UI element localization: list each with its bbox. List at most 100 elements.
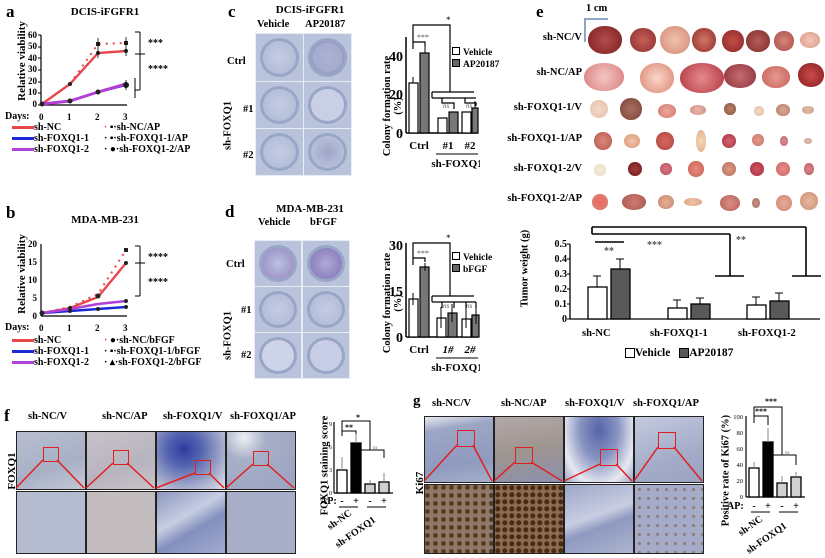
svg-text:***: ***: [417, 249, 429, 258]
ihc-zoom-image: [16, 491, 86, 554]
svg-text:0: 0: [329, 491, 332, 497]
ihc-zoom-image: [494, 484, 564, 554]
svg-text:0.5: 0.5: [555, 239, 568, 250]
legend-d: Vehicle bFGF: [452, 252, 492, 276]
row-label: #2: [243, 150, 254, 161]
svg-text:9: 9: [329, 422, 332, 428]
ihc-image: [86, 431, 156, 490]
panel-title: DCIS-iFGFR1: [275, 4, 345, 16]
svg-text:+: +: [353, 496, 359, 507]
ihc-image: [156, 431, 226, 490]
row-label: #2: [241, 350, 252, 361]
ihc-zoom-image: [86, 491, 156, 554]
svg-text:5: 5: [33, 293, 38, 303]
row-label: Ctrl: [226, 259, 245, 270]
svg-text:-: -: [368, 496, 371, 507]
svg-text:AP:: AP:: [320, 496, 337, 507]
panel-title: DCIS-iFGFR1: [70, 6, 140, 18]
svg-text:50: 50: [28, 41, 38, 51]
legend-c: Vehicle AP20187: [452, 47, 499, 71]
x-tick: sh-FOXQ1-2: [738, 328, 796, 339]
colony-plate: [255, 128, 304, 176]
colony-plate: [302, 332, 350, 379]
svg-text:ns: ns: [466, 302, 473, 310]
panel-letter: c: [228, 2, 236, 21]
svg-text:**: **: [345, 423, 353, 432]
zoom-lines: [423, 444, 703, 482]
colony-plate: [302, 286, 350, 333]
svg-text:#2: #2: [465, 140, 477, 152]
ihc-image: [16, 431, 86, 490]
colony-plate: [254, 240, 302, 287]
legend-e: Vehicle AP20187: [625, 347, 733, 359]
colony-plate: [303, 128, 352, 176]
svg-text:-: -: [752, 501, 755, 512]
col-header: sh-FOXQ1/AP: [633, 398, 699, 409]
row-label: sh-FOXQ1-2/AP: [507, 193, 582, 204]
svg-text:10: 10: [28, 87, 38, 97]
svg-text:20: 20: [737, 478, 744, 485]
panel-letter: a: [6, 2, 15, 21]
col-header: sh-NC/V: [432, 398, 472, 409]
svg-text:0: 0: [562, 314, 567, 325]
svg-text:sh-NC: sh-NC: [325, 508, 354, 533]
x-tick: sh-NC: [582, 328, 611, 339]
col-header: sh-NC/AP: [501, 398, 547, 409]
ihc-image: [424, 416, 494, 483]
sig-marker: ***: [148, 38, 163, 49]
scale-bar: [584, 18, 608, 42]
svg-text:100: 100: [733, 414, 743, 421]
panel-letter: d: [225, 202, 235, 221]
svg-text:***: ***: [765, 397, 777, 406]
col-header: sh-FOXQ1/AP: [230, 411, 296, 422]
svg-text:40: 40: [737, 462, 744, 469]
bar-chart-e: 0 0.1 0.2 0.3 0.4 0.5 ** *** **: [555, 226, 821, 325]
col-header: AP20187: [305, 19, 346, 30]
svg-text:**: **: [604, 246, 614, 257]
zoom-box: [457, 430, 475, 447]
ihc-zoom-image: [564, 484, 634, 554]
zoom-box: [43, 447, 59, 462]
svg-text:0.4: 0.4: [555, 254, 568, 265]
svg-text:80: 80: [737, 430, 744, 437]
legend-b: sh-NC · ●·sh-NC/bFGF sh-FOXQ1-1 · ▪·sh-FOX…: [12, 335, 212, 368]
svg-text:60: 60: [28, 30, 38, 40]
svg-text:AP:: AP:: [727, 501, 744, 512]
svg-text:30: 30: [28, 64, 38, 74]
col-header: sh-NC/AP: [102, 411, 148, 422]
col-header: Vehicle: [258, 217, 291, 228]
svg-text:0: 0: [396, 331, 403, 346]
svg-text:**: **: [736, 235, 746, 246]
svg-text:2#: 2#: [464, 344, 477, 356]
svg-text:20: 20: [28, 76, 38, 86]
svg-text:20: 20: [28, 239, 38, 249]
row-label: sh-FOXQ1-1/V: [513, 102, 582, 113]
row-label: sh-FOXQ1-2/V: [513, 163, 582, 174]
row-label: #1: [243, 104, 254, 115]
panel-letter: f: [4, 406, 10, 425]
colony-plate: [302, 240, 350, 287]
svg-text:10: 10: [28, 275, 38, 285]
svg-text:1#: 1#: [443, 344, 455, 356]
colony-plate: [303, 33, 352, 82]
group-label: sh-FOXQ1: [222, 101, 234, 151]
zoom-box: [113, 450, 129, 465]
zoom-box: [658, 432, 676, 449]
svg-text:0.2: 0.2: [555, 284, 568, 295]
colony-plate: [303, 81, 352, 129]
col-header: sh-FOXQ1/V: [163, 411, 223, 422]
svg-text:Ctrl: Ctrl: [409, 140, 429, 152]
svg-text:15: 15: [389, 285, 403, 300]
col-header: sh-FOXQ1/V: [565, 398, 625, 409]
bar-chart-d: 0 15 30 *** * ns ns Ctrl 1# 2# sh-FOXQ1: [389, 233, 480, 374]
svg-text:#1: #1: [443, 140, 454, 152]
svg-text:+: +: [793, 501, 799, 512]
row-label: #1: [241, 305, 252, 316]
svg-text:ns: ns: [466, 102, 473, 110]
svg-text:-: -: [780, 501, 783, 512]
svg-text:60: 60: [737, 446, 744, 453]
svg-text:*: *: [446, 233, 451, 243]
